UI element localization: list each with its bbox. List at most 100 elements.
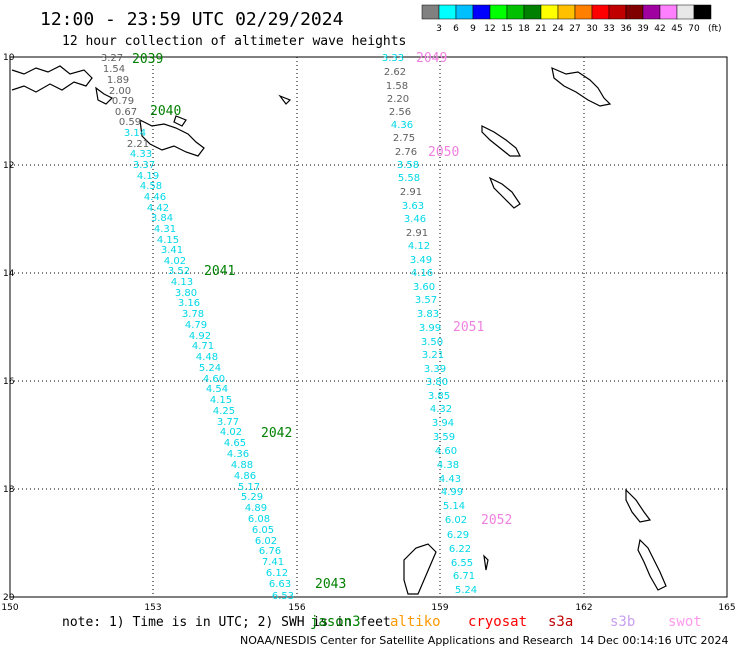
satellite-legend-swot: swot	[668, 614, 702, 630]
coastline-solomons-2	[481, 125, 521, 157]
wave-height-value: 4.15	[210, 395, 232, 406]
wave-height-value: 5.29	[241, 492, 263, 503]
longitude-label: 156	[288, 603, 305, 613]
wave-height-value: 1.58	[386, 81, 408, 92]
wave-height-value: 2.62	[384, 67, 406, 78]
coastline-new-britain	[139, 118, 205, 157]
wave-height-value: 1.54	[103, 64, 125, 75]
wave-height-value: 3.60	[413, 282, 435, 293]
wave-height-value: 3.49	[410, 255, 432, 266]
wave-height-value: 6.08	[248, 514, 270, 525]
footer-timestamp: 14 Dec 00:14:16 UTC 2024	[580, 634, 728, 647]
wave-height-value: 0.67	[115, 107, 137, 118]
colorbar-swatch	[540, 4, 559, 20]
longitude-label: 159	[431, 603, 448, 613]
coastline-islet-2	[278, 94, 292, 105]
coastline-islet-3	[483, 554, 489, 571]
wave-height-value: 4.92	[189, 331, 211, 342]
wave-height-value: 3.83	[417, 309, 439, 320]
wave-height-value: 5.14	[443, 501, 465, 512]
wave-height-value: 4.12	[408, 241, 430, 252]
wave-height-value: 3.37	[133, 160, 155, 171]
wave-height-value: 3.33	[382, 53, 404, 64]
coastline-nw-islands	[11, 65, 93, 93]
satellite-legend-altiko: altiko	[390, 614, 441, 630]
colorbar-swatch	[659, 4, 678, 20]
wave-height-value: 4.36	[227, 449, 249, 460]
wave-height-value: 4.15	[157, 235, 179, 246]
wave-height-value: 6.63	[269, 579, 291, 590]
colorbar-swatch	[421, 4, 440, 20]
colorbar-swatch	[455, 4, 474, 20]
colorbar-swatch	[557, 4, 576, 20]
colorbar-swatch	[574, 4, 593, 20]
colorbar-label: 33	[603, 24, 614, 34]
pass-number-label: 2043	[315, 577, 346, 592]
wave-height-value: 0.59	[119, 117, 141, 128]
graticule	[10, 57, 727, 597]
wave-height-value: 6.71	[453, 571, 475, 582]
wave-height-value: 3.50	[421, 337, 443, 348]
wave-height-value: 3.57	[415, 295, 437, 306]
wave-height-value: 4.32	[430, 404, 452, 415]
altimeter-tracks: 3.271.541.892.000.790.670.593.142.214.33…	[101, 53, 477, 602]
wave-height-value: 1.89	[107, 75, 129, 86]
wave-height-value: 4.46	[144, 192, 166, 203]
wave-height-value: 2.91	[406, 228, 428, 239]
map-frame	[9, 56, 728, 598]
wave-height-value: 4.60	[435, 446, 457, 457]
wave-height-value: 4.25	[213, 406, 235, 417]
pass-number-label: 2049	[416, 51, 447, 66]
coastline-solomons-1	[551, 66, 612, 107]
colorbar-swatch	[591, 4, 610, 20]
colorbar-label: 42	[654, 24, 665, 34]
wave-height-value: 3.41	[161, 245, 183, 256]
wave-height-value: 3.80	[175, 288, 197, 299]
wave-height-value: 4.89	[245, 503, 267, 514]
colorbar-label: 21	[535, 24, 546, 34]
longitude-label: 153	[144, 603, 161, 613]
wave-height-value: 3.63	[402, 201, 424, 212]
footer-credit: NOAA/NESDIS Center for Satellite Applica…	[240, 634, 573, 647]
pass-number-label: 2041	[204, 264, 235, 279]
footer-note: note: 1) Time is in UTC; 2) SWH is in fe…	[62, 615, 391, 630]
wave-height-value: 6.22	[449, 544, 471, 555]
colorbar-label: 18	[518, 24, 530, 34]
wave-height-value: 4.54	[206, 384, 228, 395]
wave-height-value: 7.41	[262, 557, 284, 568]
wave-height-value: 3.80	[426, 377, 448, 388]
latitude-label: 18	[3, 485, 15, 495]
wave-height-value: 3.85	[428, 391, 450, 402]
wave-height-value: 4.19	[137, 171, 159, 182]
wave-height-value: 4.36	[391, 120, 413, 131]
wave-height-value: 6.53	[272, 591, 294, 602]
wave-height-value: 2.56	[389, 107, 411, 118]
satellite-legend-jason3: jason3	[310, 614, 361, 630]
coastline-islet-1	[173, 115, 187, 127]
coastlines	[11, 65, 667, 595]
wave-height-value: 6.12	[266, 568, 288, 579]
pass-labels: 2039 2040 2041 2042 2043 2049 2050 2051 2052	[132, 51, 512, 592]
satellite-legend: jason3 altiko cryosat s3a s3b swot	[310, 614, 702, 630]
wave-height-value: 6.02	[255, 536, 277, 547]
wave-height-value: 6.05	[252, 525, 274, 536]
wave-height-value: 4.31	[154, 224, 176, 235]
colorbar-swatch	[472, 4, 491, 20]
pass-number-label: 2040	[150, 104, 181, 119]
wave-height-value: 4.79	[185, 320, 207, 331]
satellite-legend-s3b: s3b	[610, 614, 635, 630]
colorbar-swatch	[506, 4, 525, 20]
colorbar-label: 9	[470, 24, 476, 34]
pass-number-label: 2039	[132, 52, 163, 67]
wave-height-value: 6.29	[447, 530, 469, 541]
satellite-legend-cryosat: cryosat	[468, 614, 527, 630]
colorbar-label: 27	[569, 24, 580, 34]
wave-height-value: 3.77	[217, 417, 239, 428]
wave-height-value: 2.75	[393, 133, 415, 144]
wave-height-value: 4.43	[439, 474, 461, 485]
colorbar-label: 24	[552, 24, 564, 34]
wave-height-value: 4.38	[437, 460, 459, 471]
wave-height-value: 3.14	[124, 128, 146, 139]
wave-height-value: 4.58	[140, 181, 162, 192]
colorbar-swatch	[608, 4, 627, 20]
